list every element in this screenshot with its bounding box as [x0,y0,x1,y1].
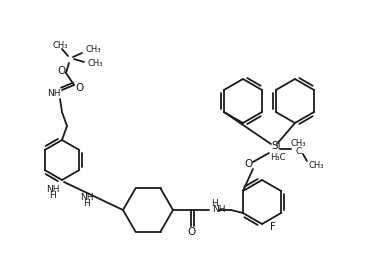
Text: NH: NH [46,186,60,195]
Text: CH₃: CH₃ [290,139,306,148]
Text: H₃C: H₃C [270,152,286,161]
Text: H: H [211,200,218,209]
Text: H: H [50,192,56,201]
Text: F: F [270,222,276,232]
Text: NH: NH [212,205,225,214]
Text: CH₃: CH₃ [88,60,104,68]
Text: O: O [57,66,65,76]
Text: O: O [245,159,253,169]
Text: H: H [83,200,90,209]
Text: Si: Si [271,141,281,151]
Text: CH₃: CH₃ [86,46,101,55]
Text: CH₃: CH₃ [52,41,68,50]
Text: O: O [188,227,196,237]
Text: NH: NH [47,90,61,99]
Text: C: C [296,148,302,157]
Text: CH₃: CH₃ [309,161,324,170]
Text: NH: NH [80,192,93,201]
Text: O: O [76,83,84,93]
